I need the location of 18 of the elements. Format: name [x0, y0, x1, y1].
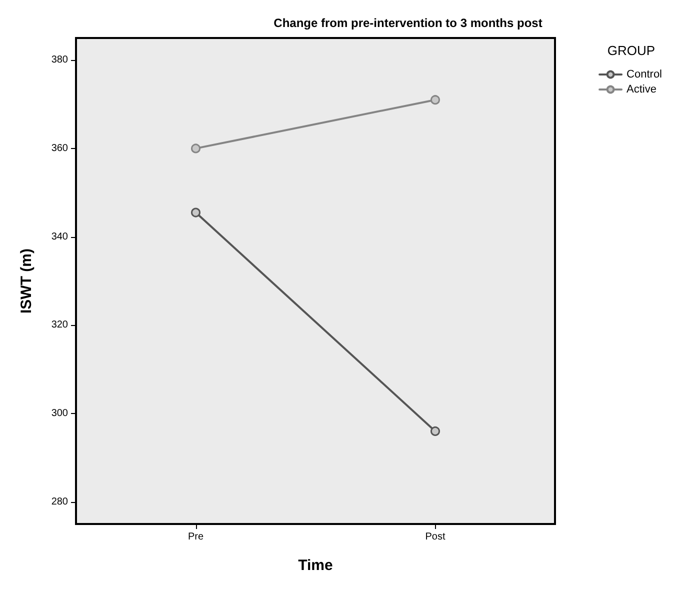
y-tick-label: 380	[51, 54, 68, 66]
y-tick-label: 360	[51, 142, 68, 154]
point	[191, 144, 200, 154]
legend-title: GROUP	[607, 43, 655, 58]
point	[430, 426, 440, 436]
point	[191, 208, 200, 218]
x-axis-title: Time	[298, 557, 333, 574]
point	[430, 95, 440, 105]
chart-title: Change from pre-intervention to 3 months post	[274, 16, 542, 30]
y-tick-label: 280	[51, 496, 68, 508]
y-tick-label: 300	[51, 408, 68, 420]
y-tick-label: 320	[51, 320, 68, 331]
legend-label: Control	[626, 68, 662, 80]
x-tick-label: Post	[425, 532, 446, 542]
y-tick-label: 340	[51, 231, 68, 242]
y-axis-title: ISWT (m)	[18, 248, 35, 314]
legend-label: Active	[626, 84, 657, 96]
x-tick-label: Pre	[188, 532, 204, 542]
